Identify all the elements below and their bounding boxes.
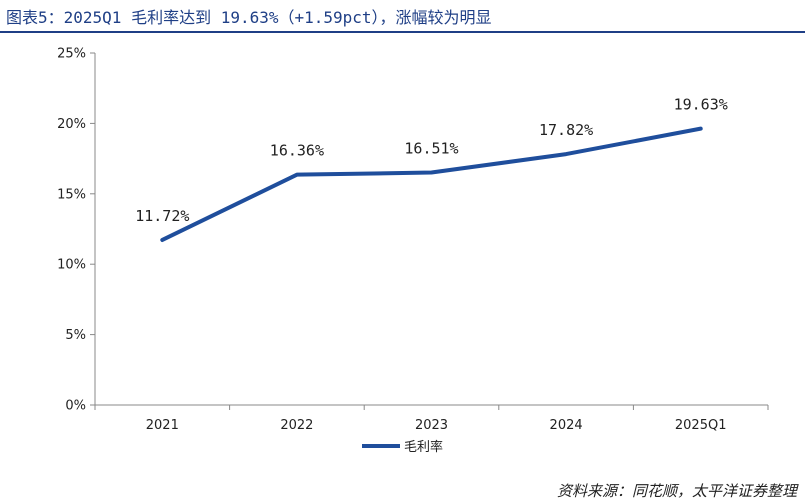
x-tick-label: 2025Q1	[675, 418, 727, 433]
y-axis-ticks: 0% 5% 10% 15% 20% 25%	[57, 47, 95, 414]
chart-axes	[94, 53, 768, 406]
x-tick-label: 2022	[280, 418, 313, 433]
data-label: 17.82%	[539, 121, 593, 139]
legend: 毛利率	[362, 439, 443, 455]
source-note: 资料来源：同花顺，太平洋证券整理	[556, 482, 797, 500]
series-layer	[160, 126, 703, 242]
x-tick-label: 2024	[550, 418, 583, 433]
legend-label: 毛利率	[404, 439, 443, 455]
y-tick-label: 15%	[57, 187, 86, 202]
x-tick-label: 2021	[146, 418, 179, 433]
data-label: 16.36%	[270, 142, 324, 160]
title-divider	[0, 31, 805, 33]
x-axis-ticks: 2021 2022 2023 2024 2025Q1	[94, 405, 769, 433]
x-tick-label: 2023	[415, 418, 448, 433]
y-tick-label: 5%	[65, 328, 86, 343]
chart-title: 图表5：2025Q1 毛利率达到 19.63%（+1.59pct），涨幅较为明显	[6, 8, 492, 27]
data-label: 11.72%	[135, 207, 189, 225]
data-label: 16.51%	[404, 140, 458, 158]
data-label: 19.63%	[674, 96, 728, 114]
series-line-gross-margin	[160, 126, 703, 242]
y-tick-label: 20%	[57, 117, 86, 132]
y-tick-label: 0%	[65, 399, 86, 414]
y-tick-label: 10%	[57, 258, 86, 273]
y-tick-label: 25%	[57, 47, 86, 62]
data-labels: 11.72% 16.36% 16.51% 17.82% 19.63%	[135, 96, 728, 225]
